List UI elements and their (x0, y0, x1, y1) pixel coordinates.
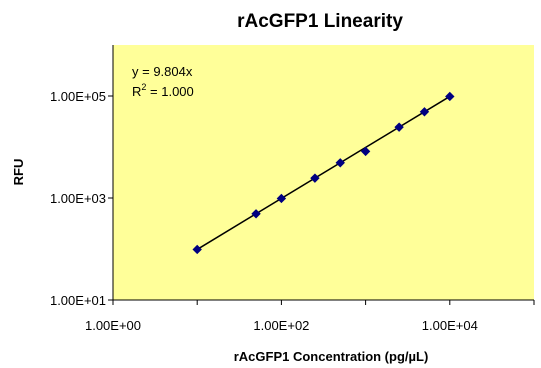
trendline-equation: y = 9.804x (132, 64, 193, 79)
chart-title: rAcGFP1 Linearity (237, 11, 403, 32)
y-axis-title: RFU (11, 159, 26, 186)
y-tick-label: 1.00E+03 (50, 191, 106, 206)
x-axis-ticks: 1.00E+00 1.00E+02 1.00E+04 (85, 300, 535, 333)
x-tick-label: 1.00E+02 (253, 318, 309, 333)
data-point (192, 244, 202, 255)
y-axis-ticks: 1.00E+01 1.00E+03 1.00E+05 (50, 89, 113, 308)
data-point (419, 107, 430, 117)
data-point (360, 146, 371, 157)
x-tick-label: 1.00E+04 (422, 318, 478, 333)
data-point (251, 209, 261, 219)
x-axis-title: rAcGFP1 Concentration (pg/µL) (234, 349, 429, 364)
data-point (445, 91, 455, 102)
y-tick-label: 1.00E+01 (50, 293, 106, 308)
y-tick-label: 1.00E+05 (50, 89, 106, 104)
data-points (192, 91, 455, 255)
data-point (310, 173, 320, 183)
data-point (276, 193, 287, 204)
data-point (335, 158, 345, 168)
x-tick-label: 1.00E+00 (85, 318, 141, 333)
data-point (394, 122, 404, 132)
r-squared-label: R2 = 1.000 (132, 82, 194, 99)
trendline (196, 95, 451, 251)
